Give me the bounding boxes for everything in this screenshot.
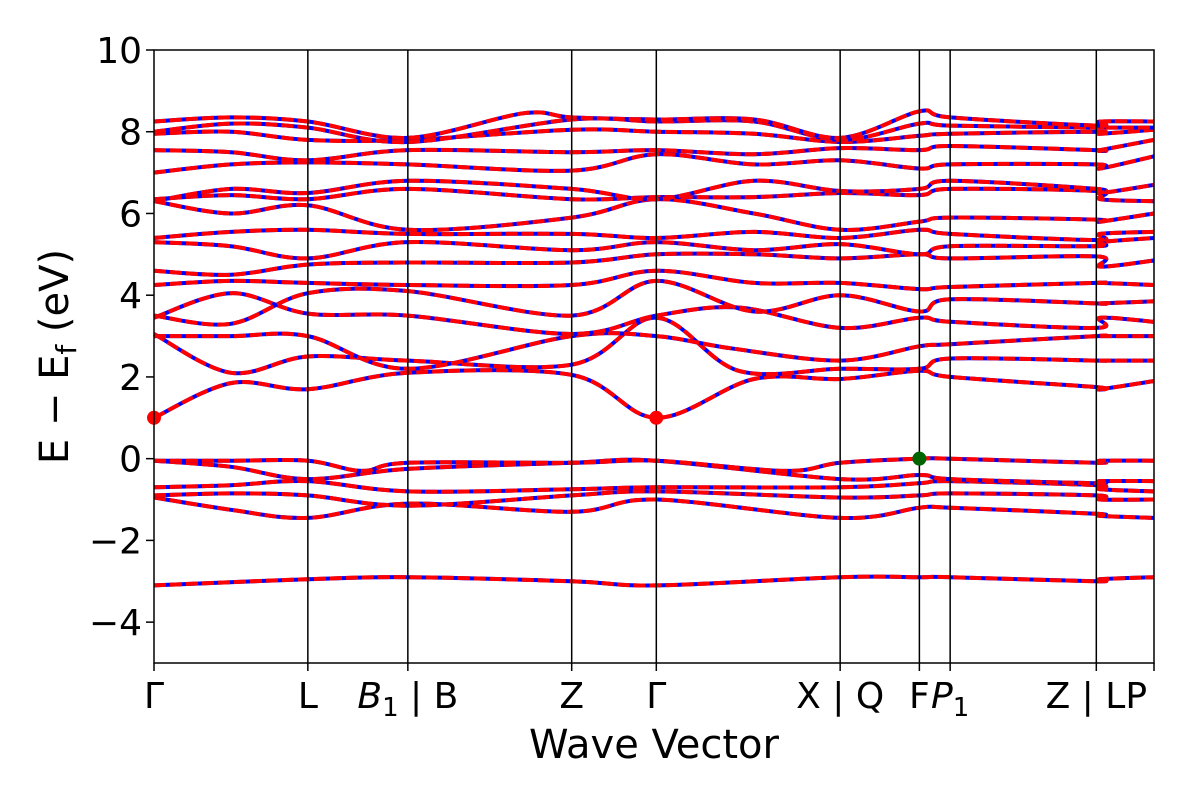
xtick-label-2: B1 | B: [357, 676, 458, 723]
band-18-dft-line: [153, 152, 1155, 175]
band-6-dft-line: [153, 368, 1155, 420]
x-axis-ticks: Γ L B1 | B Z Γ X | Q F P1 Z | LP: [144, 663, 1155, 723]
xtick-label-5: X | Q: [796, 676, 884, 717]
ytick-label-6: 8: [119, 113, 142, 154]
band-13-dft-line: [153, 236, 1155, 261]
band-5-dft-line: [153, 456, 1155, 473]
ytick-label-2: 0: [119, 440, 142, 481]
special-points-layer: [147, 410, 927, 466]
band-11-dft-line: [153, 268, 1155, 292]
x-axis-label: Wave Vector: [529, 722, 780, 768]
xtick-label-4: Γ: [646, 676, 666, 717]
ytick-label-1: −2: [89, 521, 142, 562]
plot-frame: [153, 49, 1155, 664]
xtick-label-6: F: [909, 676, 930, 717]
ytick-label-4: 4: [119, 276, 142, 317]
band-8-dft-line: [154, 331, 1154, 371]
ytick-label-7: 10: [96, 31, 142, 72]
band-16-dft-line: [153, 186, 1155, 204]
bands-layer: [153, 108, 1155, 588]
special-point-2: [912, 451, 927, 466]
band-20-dft-line: [153, 127, 1155, 145]
band-10-dft-line: [153, 278, 1155, 327]
band-15-dft-line: [153, 197, 1155, 233]
xtick-label-8: Z | LP: [1046, 676, 1147, 717]
xtick-label-1: L: [298, 676, 318, 717]
y-axis-label: E − Ef (eV): [32, 249, 83, 464]
band-17-dft-line: [153, 178, 1155, 204]
band-14-dft-line: [153, 227, 1155, 242]
y-axis-label-main: E − E: [32, 355, 78, 465]
band-0-dft-line: [153, 574, 1155, 588]
y-axis-ticks: −4 −2 0 2 4 6 8 10: [89, 31, 154, 644]
band-12-dft-line: [153, 251, 1155, 277]
kpoint-lines: [307, 50, 1098, 663]
xtick-label-0: Γ: [144, 676, 164, 717]
band-19-dft-line: [153, 137, 1155, 163]
special-point-1: [649, 410, 664, 425]
band-22-dft-line: [153, 108, 1155, 140]
y-axis-label-subscript: f: [50, 344, 83, 355]
ytick-label-3: 2: [119, 358, 142, 399]
xtick-label-3: Z: [559, 676, 584, 717]
band-21-dft-line: [153, 116, 1154, 145]
xtick-label-7: P1: [931, 676, 969, 723]
y-axis-label-unit: (eV): [32, 249, 78, 345]
ytick-label-5: 6: [119, 194, 142, 235]
ytick-label-0: −4: [89, 603, 142, 644]
